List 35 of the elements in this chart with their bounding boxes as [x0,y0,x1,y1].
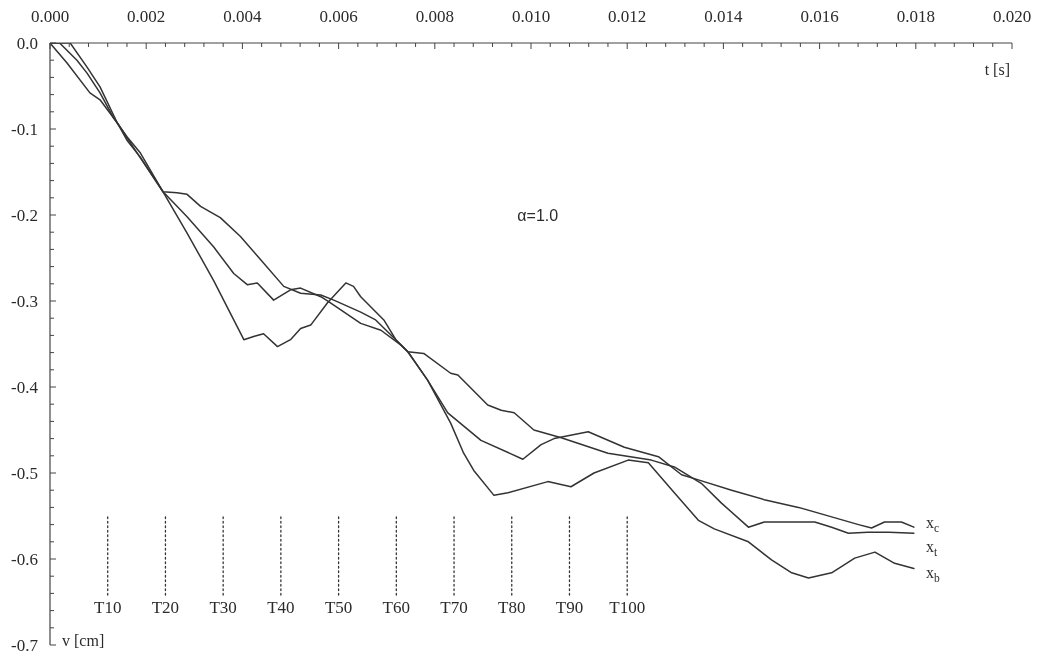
x-tick-label: 0.002 [127,6,166,26]
x-tick-label: 0.000 [30,6,70,26]
y-tick-label: -0.1 [11,119,38,139]
y-tick-label: -0.6 [11,549,38,569]
x-tick-label: 0.016 [800,6,839,26]
ref-line-label: T80 [498,597,526,617]
ref-line-label: T70 [440,597,468,617]
series-label: x$_{b}$ [925,563,940,585]
x-tick-label: 0.012 [608,6,647,26]
x-tick-label: 0.006 [319,6,358,26]
x-axis-title: t [s] [984,60,1010,78]
x-tick-label: 0.018 [896,6,935,26]
y-tick-label: -0.3 [11,291,38,311]
x-tick-label: 0.014 [704,6,744,26]
x-tick-label: 0.020 [992,6,1032,26]
y-tick-label: -0.4 [11,377,39,397]
y-axis-title: v [cm] [62,631,105,649]
ref-line-label: T20 [151,597,180,617]
ref-line-label: T50 [324,597,353,617]
y-tick-label: -0.5 [11,463,38,483]
annotation: α=1.0 [517,206,559,224]
y-tick-label: 0.0 [16,33,38,53]
ref-line-label: T30 [209,597,237,617]
ref-line-label: T60 [382,597,411,617]
series-label: x$_{t}$ [925,537,938,559]
ref-line-label: T100 [609,597,646,617]
ref-line-label: T90 [555,597,584,617]
y-tick-label: -0.2 [11,205,38,225]
ref-line-label: T10 [94,597,122,617]
x-tick-label: 0.004 [223,6,263,26]
x-tick-label: 0.010 [511,6,551,26]
ref-line-label: T40 [267,597,295,617]
y-tick-label: -0.7 [11,635,39,655]
series-label: x$_{c}$ [925,513,939,535]
x-tick-label: 0.008 [415,6,454,26]
